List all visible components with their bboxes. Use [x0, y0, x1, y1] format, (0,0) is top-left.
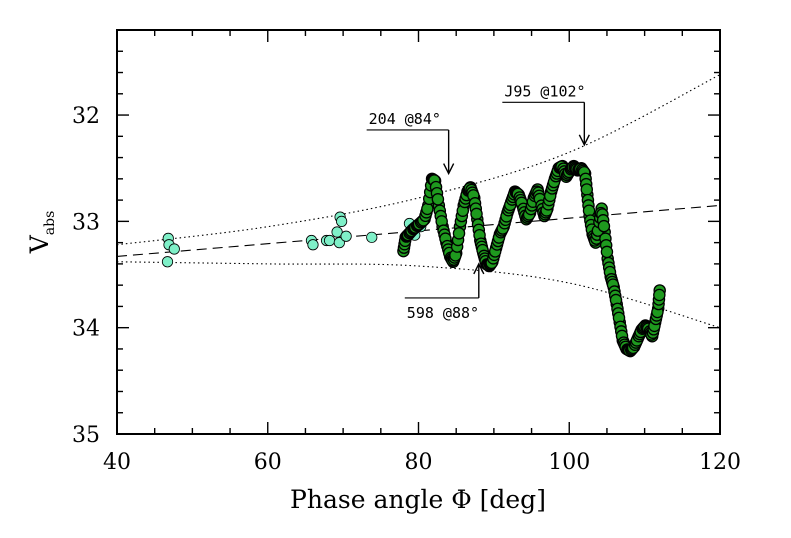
y-axis-label: Vabs	[25, 211, 58, 255]
annotation-label: 598 @88°	[407, 304, 479, 322]
data-point-light	[340, 230, 352, 242]
data-point-dark	[470, 207, 483, 221]
y-axis-label-main: V	[25, 234, 54, 254]
data-point-light	[331, 226, 343, 238]
data-point-light	[161, 256, 174, 268]
data-point-dark	[421, 202, 434, 216]
data-point-light	[168, 243, 180, 255]
data-point-dark	[452, 227, 466, 240]
annotation-arrow-head	[578, 134, 590, 147]
data-point-light	[333, 237, 345, 249]
data-points	[161, 159, 666, 358]
model-curves	[117, 74, 720, 329]
envelope-curve	[117, 74, 720, 246]
x-tick-label: 80	[405, 450, 433, 475]
data-point-light	[336, 215, 348, 227]
y-tick-label: 33	[72, 210, 100, 235]
y-axis-label-sub: abs	[42, 211, 58, 236]
annotation-label: J95 @102°	[504, 82, 585, 100]
x-tick-label: 60	[254, 450, 282, 475]
x-tick-label: 40	[103, 450, 131, 475]
data-point-dark	[580, 183, 594, 196]
x-tick-labels: 40 60 80 100 120	[103, 450, 741, 475]
x-tick-label: 120	[699, 450, 741, 475]
data-point-light	[323, 234, 336, 247]
data-point-dark	[431, 193, 445, 206]
axis-ticks	[116, 29, 721, 435]
y-tick-label: 35	[72, 423, 100, 448]
x-axis-label: Phase angle Φ [deg]	[290, 485, 546, 514]
data-point-light	[307, 239, 319, 251]
linear-fit-curve	[117, 204, 720, 258]
data-point-dark	[600, 245, 614, 259]
y-tick-label: 32	[72, 104, 100, 129]
y-tick-labels: 32 33 34 35	[72, 104, 100, 448]
envelope-curve	[117, 261, 720, 329]
annotation-arrow-head	[473, 262, 485, 275]
y-tick-label: 34	[72, 317, 100, 342]
data-point-light	[366, 231, 378, 243]
data-point-dark	[597, 219, 611, 233]
annotation-label: 204 @84°	[369, 110, 441, 128]
x-tick-label: 100	[548, 450, 590, 475]
annotations: 204 @84° J95 @102° 598 @88°	[366, 82, 590, 322]
svg-text:Vabs: Vabs	[25, 211, 58, 255]
annotation-arrow-head	[443, 163, 455, 176]
data-point-dark	[653, 288, 666, 302]
